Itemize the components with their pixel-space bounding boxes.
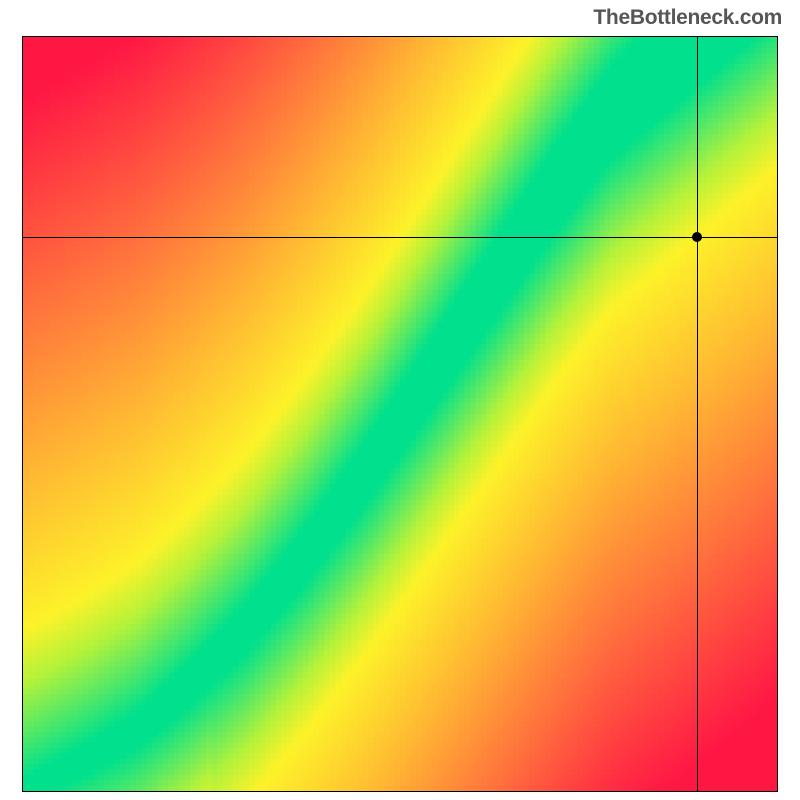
heatmap-canvas [23, 37, 777, 791]
heatmap-plot [22, 36, 778, 792]
attribution-text: TheBottleneck.com [593, 6, 782, 30]
